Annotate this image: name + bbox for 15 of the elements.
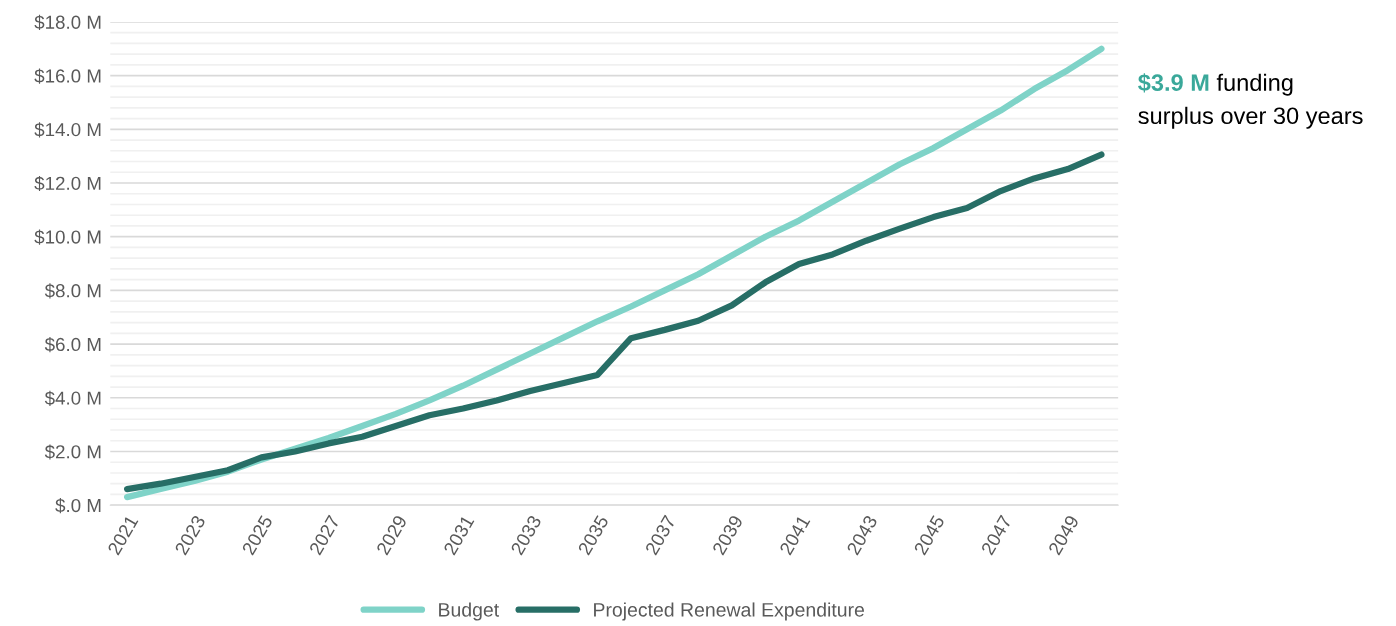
y-tick-label: $14.0 M — [34, 122, 101, 138]
y-tick-label: $12.0 M — [34, 175, 101, 192]
y-tick-label: $8.0 M — [44, 283, 101, 299]
y-tick-label: $2.0 M — [44, 444, 101, 460]
y-tick-label: $10.0 M — [34, 229, 101, 245]
text: surplus over 30 years — [1138, 106, 1363, 129]
y-tick-label: $16.0 M — [34, 68, 101, 84]
y-tick-label: $18.0 M — [34, 14, 101, 30]
text: funding — [1216, 73, 1293, 96]
y-tick-label: $4.0 M — [44, 390, 101, 406]
text: $3.9 M — [1138, 73, 1209, 93]
legend-label: Projected Renewal Expenditure — [594, 602, 864, 621]
y-tick-label: $.0 M — [55, 498, 101, 514]
y-tick-label: $6.0 M — [44, 337, 101, 353]
legend-label: Budget — [439, 602, 500, 621]
